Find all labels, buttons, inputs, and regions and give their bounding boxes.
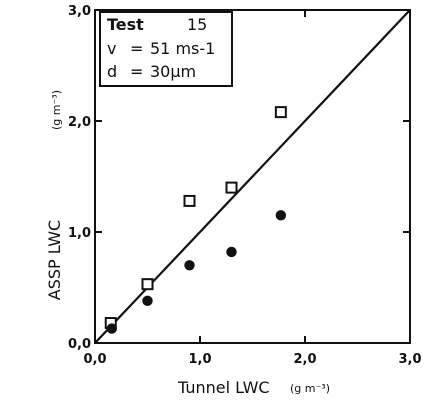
open-square-point: [274, 106, 287, 119]
x-tick-label: 0,0: [83, 352, 106, 367]
legend-key-test: Test: [107, 15, 144, 34]
x-axis-label: Tunnel LWC: [177, 378, 270, 397]
y-tick-label: 2,0: [68, 115, 91, 130]
y-tick-label: 3,0: [68, 4, 91, 19]
legend-box: Test 15 v = 51 ms-1 d = 30µm: [99, 11, 233, 87]
legend-value-v: 51 ms-1: [150, 39, 215, 58]
plot-frame: [94, 9, 411, 344]
filled-circle-point: [275, 210, 287, 221]
legend-value-d: 30µm: [150, 62, 196, 81]
filled-circle-point: [106, 323, 118, 334]
open-square-point: [141, 278, 154, 291]
x-axis-unit: (g m⁻³): [290, 382, 330, 395]
legend-key-v: v: [107, 39, 116, 58]
legend-key-d: d: [107, 62, 117, 81]
filled-circle-point: [226, 246, 237, 258]
y-tick-label: 0,0: [68, 337, 91, 352]
filled-circle-point: [142, 295, 153, 307]
y-axis-label: ASSP LWC: [45, 220, 64, 300]
axis-ticks: 0,0 1,0 2,0 3,0 0,0 1,0 2,0 3,0: [68, 4, 422, 367]
x-tick-label: 3,0: [398, 352, 421, 367]
plot-border: [94, 9, 411, 344]
filled-circle-point: [184, 260, 195, 271]
legend-sep-v: =: [130, 39, 143, 58]
y-tick-label: 1,0: [68, 226, 91, 241]
y-axis-unit: (g m⁻³): [50, 90, 63, 130]
legend-border: [99, 11, 233, 87]
x-tick-label: 2,0: [293, 352, 316, 367]
data-points: [104, 106, 287, 334]
legend-sep-d: =: [130, 62, 143, 81]
legend-value-test: 15: [187, 15, 207, 34]
open-square-point: [225, 181, 238, 194]
x-tick-label: 1,0: [188, 352, 211, 367]
open-square-point: [183, 194, 196, 207]
